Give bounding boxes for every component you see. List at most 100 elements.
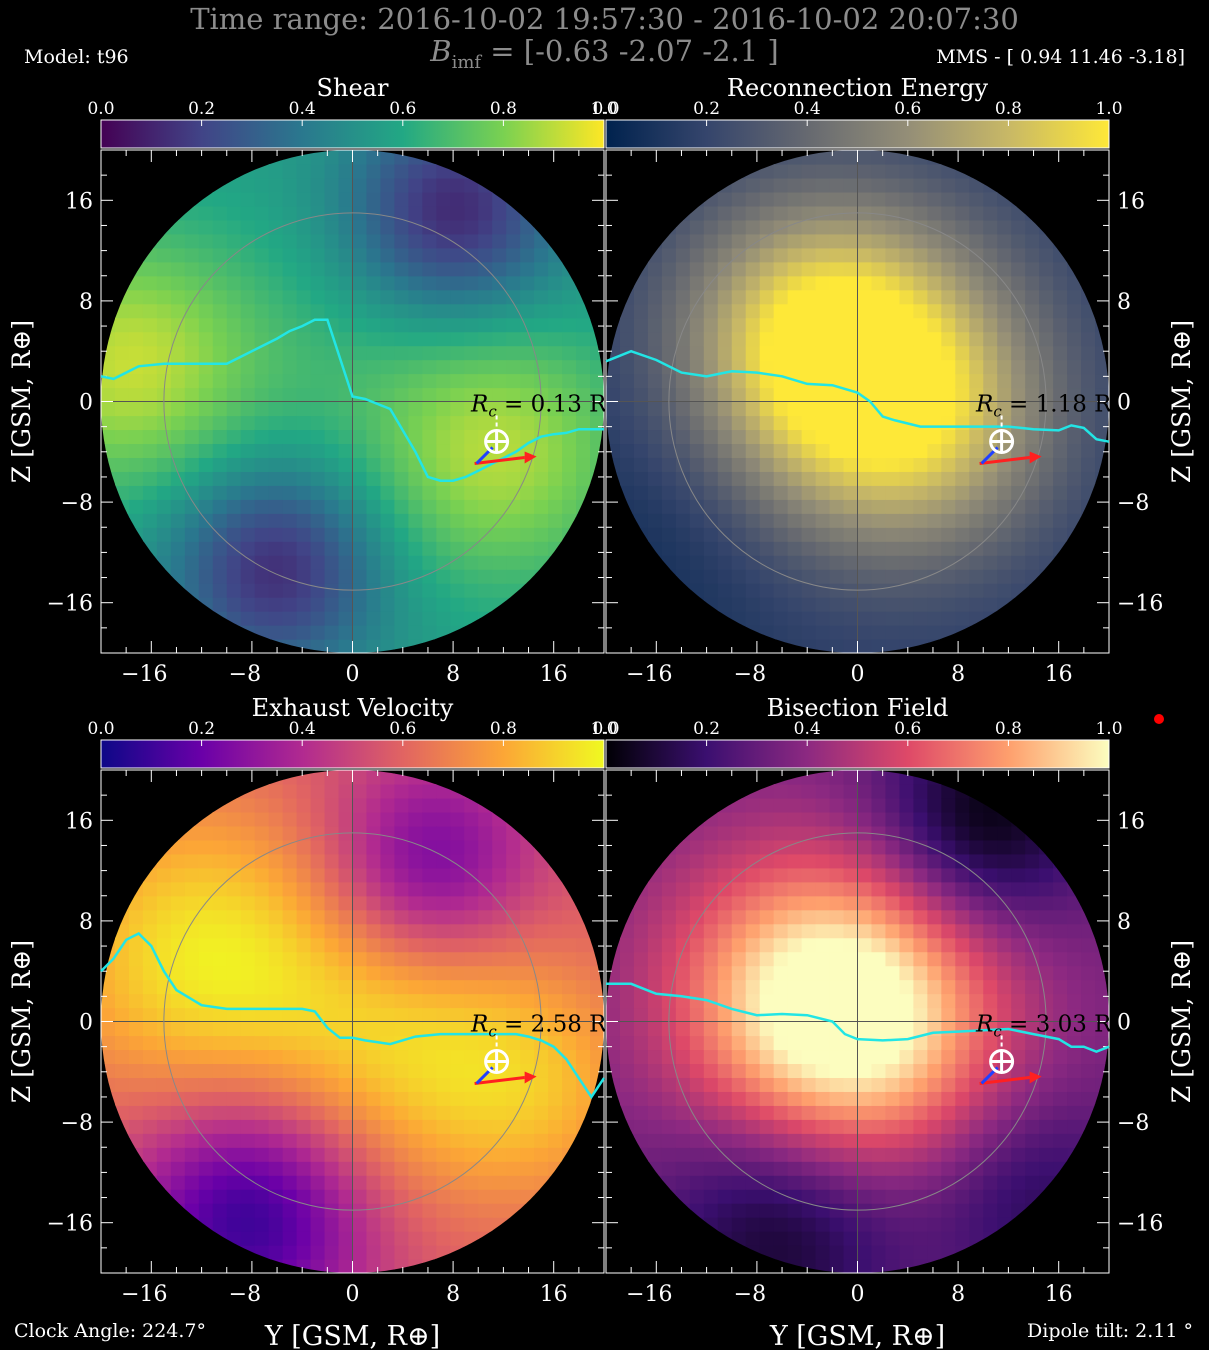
arrow-head: [1029, 1071, 1042, 1084]
reconnection-line: [605, 349, 1110, 443]
x-tick-label: 8: [951, 662, 965, 687]
rc-label: Rc = 0.13 R: [470, 392, 607, 421]
x-direction-arrow: [474, 1075, 525, 1085]
reference-circle: [163, 832, 542, 1211]
clock-angle-label: Clock Angle: 224.7°: [14, 1320, 207, 1342]
arrow-head: [524, 451, 537, 464]
y-tick-label: 16: [1117, 189, 1145, 214]
x-tick-label: 0: [851, 662, 865, 687]
dipole-tilt-label: Dipole tilt: 2.11 °: [1027, 1320, 1193, 1342]
red-marker-dot: [1154, 714, 1164, 724]
y-tick-label: −8: [1117, 1111, 1149, 1136]
panel-shear: Shear 0.0 0.2 0.4 0.6 0.8 1.0 −16 −16 −8 −8 0 0 8 8 16 1…: [7, 74, 618, 687]
colorbar-tick-label: 0.4: [289, 719, 316, 739]
panel-title: Reconnection Energy: [727, 74, 989, 102]
colorbar-tick-label: 0.2: [188, 99, 215, 119]
x-tick-label: 8: [951, 1282, 965, 1307]
y-tick-label: 0: [1117, 391, 1131, 416]
y-tick-label: 8: [1117, 290, 1131, 315]
reference-circle: [668, 832, 1047, 1211]
x-tick-label: −8: [734, 1282, 766, 1307]
rc-symbol: R: [975, 1012, 993, 1038]
y-tick-label: 0: [79, 1011, 93, 1036]
y-tick-label: −8: [61, 491, 93, 516]
y-tick-label: −16: [47, 1212, 93, 1237]
x-tick-label: 16: [1045, 1282, 1073, 1307]
x-tick-label: 0: [346, 662, 360, 687]
x-tick-label: −16: [626, 1282, 672, 1307]
bimf-title: Bimf = [-0.63 -2.07 -2.1 ]: [0, 34, 1209, 73]
reference-circle: [668, 212, 1047, 591]
x-tick-label: 8: [446, 1282, 460, 1307]
colorbar-tick-label: 0.6: [894, 719, 921, 739]
colorbar-tick-label: 0.2: [693, 99, 720, 119]
y-tick-label: −16: [47, 592, 93, 617]
colorbar-tick-label: 0.8: [490, 99, 517, 119]
y-tick-label: 16: [1117, 809, 1145, 834]
bimf-symbol: B: [430, 34, 452, 68]
x-tick-label: −16: [121, 662, 167, 687]
time-range-title: Time range: 2016-10-02 19:57:30 - 2016-1…: [190, 2, 1019, 36]
arrow-head: [1029, 451, 1042, 464]
colorbar-tick-label: 0.0: [592, 719, 619, 739]
colorbar-tick-label: 0.8: [995, 99, 1022, 119]
bimf-value: = [-0.63 -2.07 -2.1 ]: [481, 34, 779, 68]
y-tick-label: −8: [1117, 491, 1149, 516]
colorbar-tick-label: 0.8: [490, 719, 517, 739]
x-tick-label: −8: [734, 662, 766, 687]
rc-subscript: c: [488, 403, 497, 421]
colorbar-tick-label: 0.2: [693, 719, 720, 739]
rc-value: = 2.58 R: [497, 1012, 607, 1038]
rc-value: = 3.03 R: [1002, 1012, 1112, 1038]
x-axis-label: Y [GSM, R⊕]: [264, 1321, 440, 1350]
panel-bisection-field: Bisection Field 0.0 0.2 0.4 0.6 0.8 1.0 −16 −16 −…: [592, 694, 1196, 1350]
y-tick-label: 8: [1117, 910, 1131, 935]
y-tick-label: 16: [65, 189, 93, 214]
y-tick-label: −8: [61, 1111, 93, 1136]
rc-label: Rc = 2.58 R: [470, 1012, 607, 1041]
x-tick-label: 0: [851, 1282, 865, 1307]
reconnection-line: [100, 931, 606, 1100]
x-direction-arrow: [979, 455, 1030, 465]
panel-title: Shear: [317, 74, 389, 102]
x-tick-label: 16: [540, 662, 568, 687]
reconnection-line: [606, 982, 1110, 1054]
colorbar-tick-label: 0.4: [794, 99, 821, 119]
colorbar-tick-label: 0.6: [389, 719, 416, 739]
panel-exhaust-velocity: Exhaust Velocity 0.0 0.2 0.4 0.6 0.8 1.0 −16 −16…: [7, 694, 618, 1350]
rc-symbol: R: [470, 1012, 488, 1038]
y-axis-label: Z [GSM, R⊕]: [1167, 320, 1196, 483]
colorbar-tick-label: 1.0: [1095, 99, 1122, 119]
x-direction-arrow: [474, 455, 525, 465]
rc-subscript: c: [993, 1023, 1002, 1041]
rc-label: Rc = 1.18 R: [975, 392, 1112, 421]
reference-circle: [163, 212, 542, 591]
y-tick-label: −16: [1117, 1212, 1163, 1237]
model-label: Model: t96: [24, 46, 129, 68]
rc-symbol: R: [975, 392, 993, 418]
colorbar: [100, 119, 605, 149]
y-axis-label: Z [GSM, R⊕]: [7, 320, 36, 483]
rc-value: = 0.13 R: [497, 392, 607, 418]
panel-reconnection-energy: Reconnection Energy 0.0 0.2 0.4 0.6 0.8 1.0 −16…: [592, 74, 1196, 687]
x-tick-label: 0: [346, 1282, 360, 1307]
y-axis-label: Z [GSM, R⊕]: [1167, 940, 1196, 1103]
y-tick-label: 16: [65, 809, 93, 834]
mms-position-label: MMS - [ 0.94 11.46 -3.18]: [936, 46, 1185, 68]
colorbar: [605, 119, 1110, 149]
heatmap-disc: [606, 150, 1109, 653]
colorbar-tick-label: 0.4: [289, 99, 316, 119]
y-tick-label: 8: [79, 290, 93, 315]
y-tick-label: −16: [1117, 592, 1163, 617]
rc-subscript: c: [488, 1023, 497, 1041]
x-tick-label: 16: [1045, 662, 1073, 687]
colorbar: [100, 739, 605, 769]
y-axis-label: Z [GSM, R⊕]: [7, 940, 36, 1103]
colorbar-tick-label: 1.0: [1095, 719, 1122, 739]
colorbar-tick-label: 0.4: [794, 719, 821, 739]
panel-title: Exhaust Velocity: [252, 694, 454, 722]
panel-title: Bisection Field: [767, 694, 949, 722]
y-tick-label: 8: [79, 910, 93, 935]
colorbar-tick-label: 0.8: [995, 719, 1022, 739]
colorbar-tick-label: 0.0: [87, 719, 114, 739]
